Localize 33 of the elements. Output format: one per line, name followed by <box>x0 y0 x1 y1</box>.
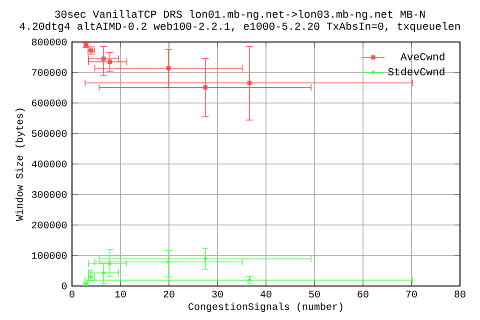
point <box>204 257 207 260</box>
chart-subtitle: 4.20dtg4 altAIMD-0.2 web100-2.2.1, e1000-5.2.20 TxAbsIn=0, txqueuelen <box>20 22 460 32</box>
y-tick-label: 700000 <box>32 69 67 76</box>
chart-title: 30sec VanillaTCP DRS lon01.mb-ng.net->lon03.mb-ng.net MB-N <box>55 10 425 20</box>
point <box>102 271 106 274</box>
x-tick-label: 10 <box>115 290 126 298</box>
point <box>247 80 252 85</box>
legend-label: StdevCwnd <box>388 68 444 76</box>
point <box>203 85 208 90</box>
y-tick-label: 600000 <box>32 100 67 106</box>
y-axis-title: Window Size (bytes) <box>15 108 25 221</box>
point <box>101 56 106 61</box>
y-tick-label: 300000 <box>32 191 67 198</box>
x-tick-label: 40 <box>260 290 272 298</box>
x-tick-label: 50 <box>309 290 320 298</box>
y-tick-label: 100000 <box>32 252 67 259</box>
point <box>166 260 170 264</box>
x-tick-label: 0 <box>70 290 74 298</box>
point <box>108 60 112 64</box>
y-tick-label: 400000 <box>32 160 67 168</box>
x-tick-label: 20 <box>164 290 174 298</box>
y-tick-label: 200000 <box>32 222 67 228</box>
x-tick-label: 30 <box>212 290 223 298</box>
x-tick-label: 80 <box>454 290 466 298</box>
legend-label: AveCwnd <box>400 52 444 60</box>
x-tick-label: 70 <box>406 290 417 298</box>
point <box>166 66 171 70</box>
y-tick-label: 500000 <box>32 130 67 137</box>
y-tick-label: 800000 <box>32 38 67 46</box>
point <box>108 262 112 266</box>
y-tick-label: 0 <box>62 282 67 290</box>
x-tick-label: 60 <box>358 290 368 298</box>
x-axis-title: CongestionSignals (number) <box>188 302 342 312</box>
